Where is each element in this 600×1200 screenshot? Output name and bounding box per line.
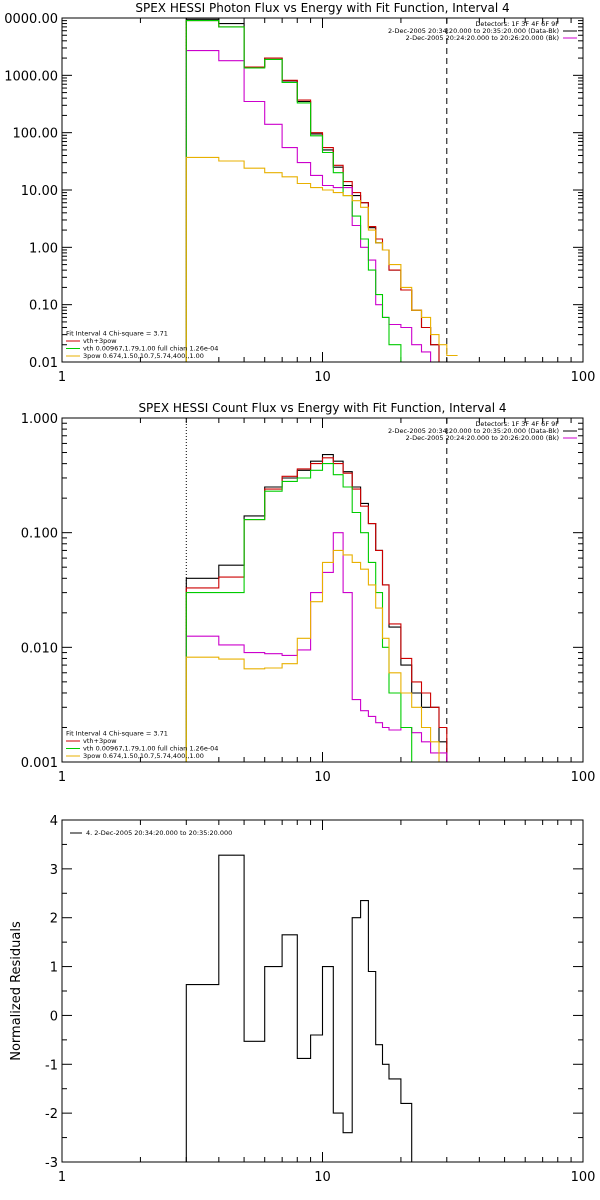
y-axis-ticks [62, 20, 583, 363]
series-line-vth-3pow [185, 20, 448, 362]
y-axis-label: Normalized Residuals [9, 921, 24, 1061]
y-tick-label: 0.010 [21, 641, 58, 656]
fit-legend-label: vth 0.00967,1.79,1.00 full chian 1.26e-0… [83, 345, 218, 353]
fit-legend-label: vth+3pow [83, 737, 117, 745]
x-tick-label: 1 [58, 770, 66, 785]
y-tick-label: 1000.00 [4, 69, 58, 84]
y-tick-label: -3 [45, 1156, 58, 1171]
fit-legend-label: 3pow 0.674,1.50,10.7,5.74,400.,1.00 [83, 752, 204, 760]
x-tick-label: 100 [571, 1170, 596, 1185]
x-tick-label: 100 [571, 770, 596, 785]
y-tick-label: 0 [50, 1009, 58, 1024]
plot-frame [61, 819, 584, 1163]
header-line-2: 2-Dec-2005 20:24:20.000 to 20:26:20.000 … [406, 434, 559, 442]
chart-panel-2: SPEX HESSI Count Flux vs Energy with Fit… [21, 401, 596, 785]
series-line-vth [185, 20, 413, 362]
y-tick-label: 2 [50, 912, 58, 927]
x-tick-label: 100 [571, 370, 596, 385]
series-line-data-bk [185, 18, 448, 362]
fit-summary: Fit Interval 4 Chi-square = 3.71 [66, 730, 168, 738]
y-tick-label: -1 [45, 1058, 58, 1073]
fit-legend-label: vth 0.00967,1.79,1.00 full chian 1.26e-0… [83, 745, 218, 753]
header-line-1: 2-Dec-2005 20:34:20.000 to 20:35:20.000 … [388, 427, 559, 435]
series-line-vth [185, 463, 423, 762]
series-group [185, 18, 458, 362]
fit-legend-label: 3pow 0.674,1.50,10.7,5.74,400.,1.00 [83, 352, 204, 360]
y-tick-label: 0000.00 [4, 12, 58, 27]
x-axis-ticks [61, 18, 572, 362]
chart-panel-1: SPEX HESSI Photon Flux vs Energy with Fi… [4, 1, 595, 385]
x-tick-label: 1 [58, 370, 66, 385]
x-tick-label: 1 [58, 1170, 66, 1185]
y-tick-label: 1.000 [21, 412, 58, 427]
fit-legend-label: vth+3pow [83, 337, 117, 345]
series-line-data-bk [185, 454, 448, 762]
header-line-1: 2-Dec-2005 20:34:20.000 to 20:35:20.000 … [388, 27, 559, 35]
chart-title: SPEX HESSI Count Flux vs Energy with Fit… [138, 401, 506, 415]
y-tick-label: 0.001 [21, 756, 58, 771]
y-tick-label: 100.00 [13, 127, 59, 142]
y-tick-label: 3 [50, 863, 58, 878]
y-tick-label: 1 [50, 961, 58, 976]
y-tick-label: 0.100 [21, 527, 58, 542]
residual-legend-label: 4. 2-Dec-2005 20:34:20.000 to 20:35:20.0… [86, 829, 232, 837]
series-line-4-2-dec-2005-20-34-20-000-to-20-35-20-000 [185, 854, 423, 1162]
plot-frame [61, 417, 584, 763]
header-line-0: Detectors: 1F 3F 4F 6F 9F [475, 20, 559, 28]
y-tick-label: -2 [45, 1107, 58, 1122]
x-tick-label: 10 [314, 370, 331, 385]
y-tick-label: 0.10 [29, 299, 58, 314]
x-tick-label: 10 [314, 1170, 331, 1185]
y-tick-label: 0.01 [29, 356, 58, 371]
chart-title: SPEX HESSI Photon Flux vs Energy with Fi… [135, 1, 509, 15]
plot-frame [61, 17, 584, 363]
header-line-0: Detectors: 1F 3F 4F 6F 9F [475, 420, 559, 428]
chart-panel-3: Normalized Residuals 1 10 100 -3 -2 -1 0 1 2 3 4 4. … [9, 814, 595, 1185]
x-tick-label: 10 [314, 770, 331, 785]
series-line-bk [185, 532, 448, 762]
y-axis-ticks [62, 422, 583, 763]
series-group [185, 854, 423, 1162]
header-line-2: 2-Dec-2005 20:24:20.000 to 20:26:20.000 … [406, 34, 559, 42]
y-tick-label: 1.00 [29, 241, 58, 256]
x-axis-ticks [61, 820, 572, 1162]
fit-summary: Fit Interval 4 Chi-square = 3.71 [66, 330, 168, 338]
y-tick-label: 10.00 [21, 184, 58, 199]
y-tick-label: 4 [50, 814, 58, 829]
series-line-3pow [185, 549, 448, 762]
series-line-3pow [185, 156, 458, 362]
series-line-bk [185, 50, 440, 362]
x-axis-ticks [61, 418, 572, 762]
series-group [185, 454, 448, 762]
series-line-vth-3pow [185, 457, 448, 762]
